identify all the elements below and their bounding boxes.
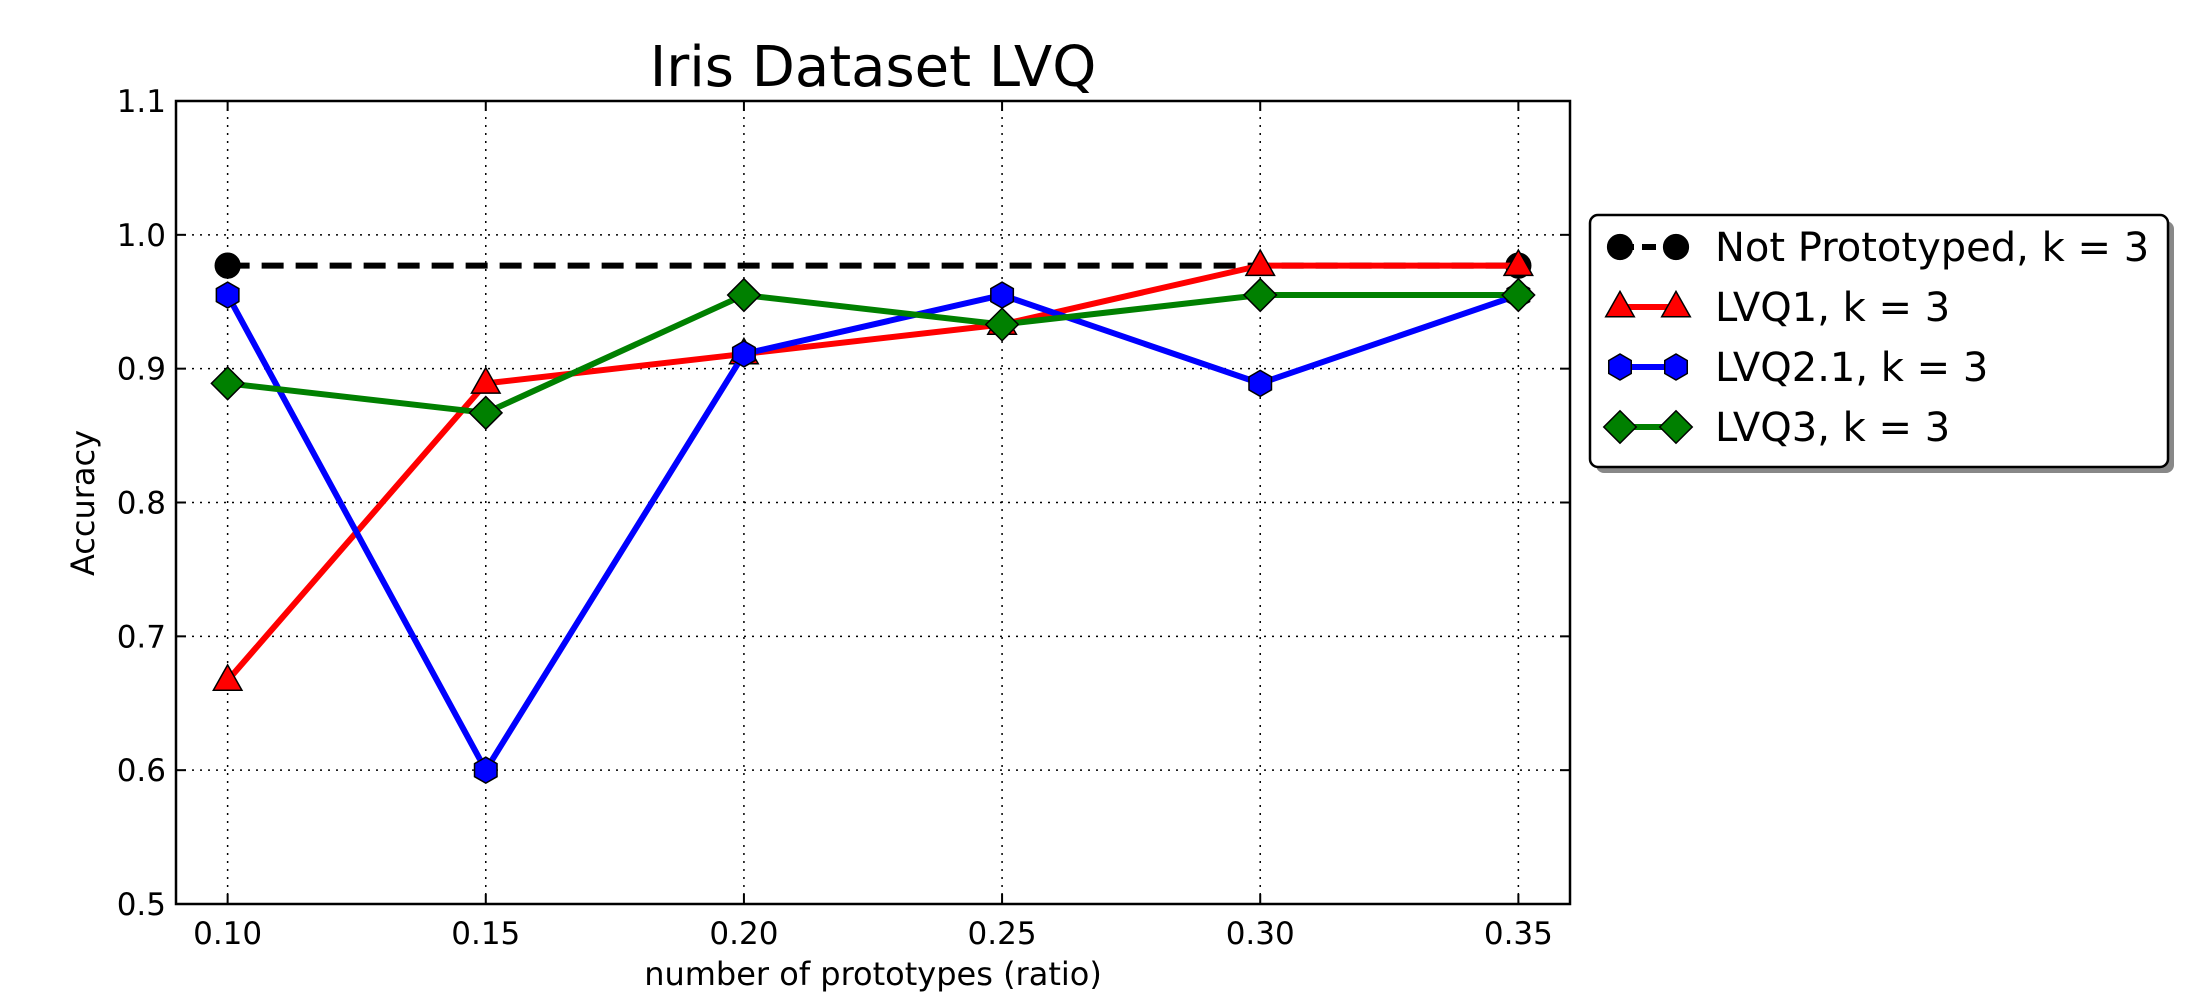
series-group (210, 248, 1536, 785)
series-1 (212, 248, 1534, 691)
legend-marker (1606, 233, 1634, 261)
y-tick-label: 0.8 (117, 486, 166, 522)
y-tick-label: 1.1 (117, 84, 166, 120)
grid (176, 101, 1570, 904)
y-tick-label: 0.5 (117, 887, 166, 923)
data-point (1502, 248, 1534, 277)
data-point (731, 340, 756, 368)
data-point (212, 663, 244, 691)
x-tick-label: 0.35 (1484, 916, 1553, 952)
data-point (210, 366, 245, 401)
x-axis-label: number of prototypes (ratio) (644, 955, 1102, 993)
legend-box (1588, 213, 2170, 469)
chart-title: Iris Dataset LVQ (650, 35, 1097, 100)
series-line (227, 292, 1519, 416)
legend-marker (1604, 289, 1636, 318)
legend-marker (1660, 289, 1692, 318)
legend-label: LVQ1, k = 3 (1715, 285, 1950, 331)
legend-label: LVQ2.1, k = 3 (1715, 345, 1988, 391)
y-tick-label: 1.0 (117, 218, 166, 254)
data-point (726, 277, 762, 313)
legend-entry: LVQ3, k = 3 (1602, 405, 1950, 451)
series-3 (210, 277, 1536, 431)
data-point (1501, 277, 1536, 313)
legend-marker (1602, 409, 1638, 445)
legend-entry: LVQ2.1, k = 3 (1607, 345, 1988, 391)
legend-label: Not Prototyped, k = 3 (1715, 225, 2149, 271)
y-tick-label: 0.6 (117, 753, 166, 789)
data-point (214, 252, 241, 279)
y-tick-label: 0.7 (117, 619, 166, 655)
x-tick-label: 0.10 (193, 916, 262, 952)
axis-ticks: 0.10 0.15 0.20 0.25 0.30 0.35 0.5 0.6 0.7 0.8 0.9 1… (117, 84, 1570, 952)
y-axis-label: Accuracy (64, 430, 102, 576)
x-tick-label: 0.20 (709, 916, 778, 952)
legend-entry: LVQ1, k = 3 (1604, 285, 1950, 331)
plot-frame (174, 99, 1572, 906)
legend-marker (1658, 409, 1694, 445)
legend: Not Prototyped, k = 3 LVQ1, k = 3 LVQ2.1, … (1588, 213, 2174, 473)
series-line (225, 262, 1519, 683)
legend-marker (1663, 353, 1689, 381)
series-line (224, 292, 1520, 774)
legend-entry: Not Prototyped, k = 3 (1606, 225, 2149, 271)
y-tick-label: 0.9 (117, 352, 166, 388)
x-tick-label: 0.30 (1226, 916, 1295, 952)
x-tick-label: 0.15 (451, 916, 520, 952)
legend-label: LVQ3, k = 3 (1715, 405, 1950, 451)
series-2 (215, 281, 1531, 785)
data-point (470, 366, 502, 394)
data-point (1242, 277, 1278, 313)
legend-marker (1662, 233, 1690, 261)
data-point (1244, 248, 1276, 277)
x-tick-label: 0.25 (968, 916, 1037, 952)
data-point (990, 281, 1015, 309)
data-point (473, 756, 498, 785)
data-point (468, 395, 504, 431)
legend-marker (1607, 353, 1633, 381)
data-point (215, 281, 240, 309)
data-point (1248, 369, 1273, 398)
data-point (984, 307, 1020, 342)
